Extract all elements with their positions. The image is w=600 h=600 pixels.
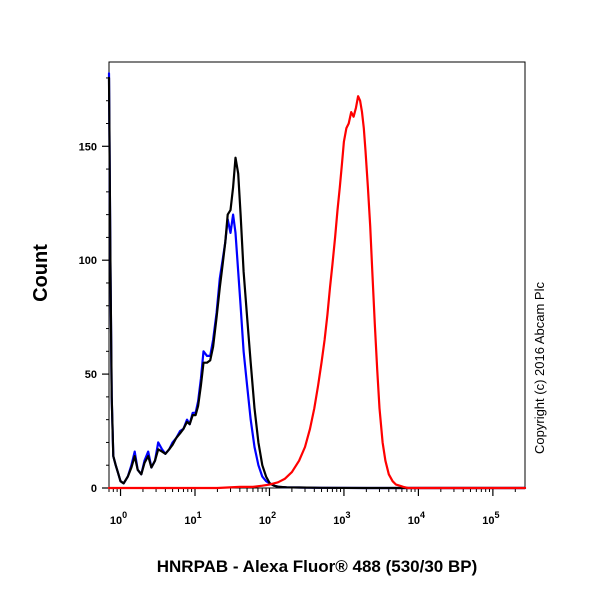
x-tick-labels: 100 101 102 103 104 105 [110, 510, 500, 527]
y-tick-label: 50 [85, 369, 97, 381]
x-tick-label: 102 [259, 510, 276, 527]
y-tick-labels: 0 50 100 150 [79, 141, 97, 495]
y-ticks [102, 77, 109, 489]
plot-area [108, 61, 526, 489]
x-major-ticks [119, 488, 494, 496]
y-tick-label: 100 [79, 255, 97, 267]
x-tick-label: 103 [333, 510, 350, 527]
x-tick-label: 101 [184, 510, 201, 527]
series-line-1 [107, 76, 527, 490]
x-axis-title: HNRPAB - Alexa Fluor® 488 (530/30 BP) [157, 557, 478, 576]
y-tick-label: 0 [91, 483, 97, 495]
copyright-annotation: Copyright (c) 2016 Abcam Plc [532, 282, 547, 454]
y-tick-label: 150 [79, 141, 97, 153]
x-tick-label: 104 [408, 510, 425, 527]
series-line-2 [107, 95, 527, 490]
y-axis-title: Count [30, 244, 52, 302]
series-lines [107, 72, 527, 490]
x-tick-label: 105 [482, 510, 499, 527]
x-tick-label: 100 [110, 510, 127, 527]
